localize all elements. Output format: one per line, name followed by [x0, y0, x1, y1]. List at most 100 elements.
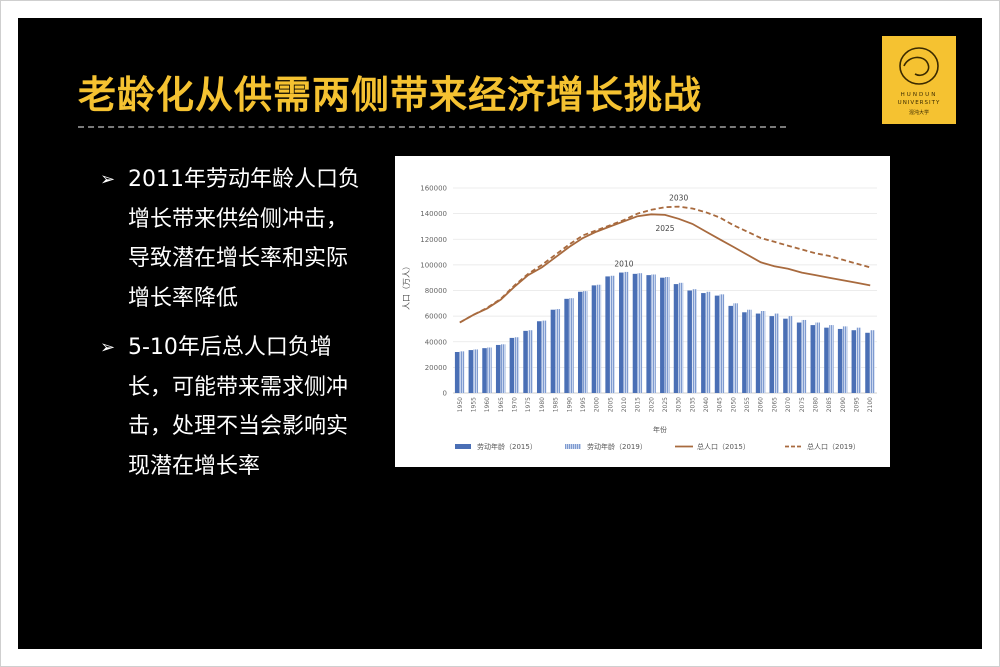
- bar-labor-2019: [665, 277, 670, 393]
- bar-labor-2015: [742, 312, 747, 393]
- line-total-2019: [459, 205, 871, 324]
- bar-labor-2015: [646, 275, 651, 393]
- circle-swirl-logo-icon: [899, 47, 939, 85]
- slide-title: 老龄化从供需两侧带来经济增长挑战: [78, 73, 703, 117]
- x-tick-label: 2000: [594, 397, 601, 412]
- x-tick-label: 1980: [539, 397, 546, 412]
- bullet-arrow-icon: ➢: [100, 337, 116, 358]
- x-tick-label: 2040: [703, 397, 710, 412]
- bar-labor-2019: [706, 291, 711, 393]
- y-tick-label: 160000: [420, 185, 447, 193]
- bar-labor-2015: [755, 313, 761, 393]
- x-tick-label: 2080: [812, 397, 819, 412]
- bar-labor-2019: [760, 311, 766, 393]
- bar-labor-2019: [500, 344, 506, 393]
- y-tick-label: 0: [443, 390, 447, 398]
- annotation-2030: 2030: [669, 194, 688, 203]
- bullet-list: ➢ 2011年劳动年龄人口负增长带来供给侧冲击，导致潜在增长率和实际增长率降低 …: [100, 160, 390, 496]
- chart-bars: [454, 271, 875, 393]
- y-tick-label: 120000: [420, 236, 447, 244]
- x-axis-label: 年份: [653, 425, 667, 434]
- bar-labor-2015: [619, 272, 624, 393]
- x-tick-label: 1970: [512, 397, 519, 412]
- y-tick-label: 40000: [425, 338, 447, 346]
- bar-labor-2019: [747, 309, 752, 393]
- bar-labor-2019: [541, 320, 547, 393]
- y-tick-label: 20000: [425, 364, 447, 372]
- x-tick-label: 2050: [730, 397, 737, 412]
- y-tick-label: 80000: [425, 287, 447, 295]
- population-chart-panel: 0 20000 40000 60000 80000 100000 120000 140000 1…: [395, 156, 890, 467]
- x-tick-label: 2060: [758, 397, 765, 412]
- bar-labor-2015: [509, 337, 515, 393]
- bar-labor-2015: [605, 276, 610, 393]
- x-tick-label: 2070: [785, 397, 792, 412]
- bar-labor-2019: [829, 325, 834, 393]
- bar-labor-2015: [687, 290, 692, 393]
- y-axis-ticks: 0 20000 40000 60000 80000 100000 120000 140000 1…: [420, 185, 447, 398]
- bar-labor-2015: [810, 325, 816, 393]
- bar-labor-2015: [728, 305, 733, 393]
- hundun-logo: HUNDUN UNIVERSITY 混沌大学: [882, 36, 956, 124]
- bar-labor-2015: [632, 273, 638, 393]
- x-tick-label: 2055: [744, 397, 751, 412]
- chart-annotations: 2030 2025 2010: [614, 194, 688, 269]
- bar-labor-2015: [796, 322, 802, 393]
- bullet-item: ➢ 5-10年后总人口负增长，可能带来需求侧冲击，处理不当会影响实现潜在增长率: [100, 328, 390, 486]
- bar-labor-2015: [714, 295, 720, 393]
- bar-labor-2019: [733, 303, 738, 393]
- bar-labor-2015: [523, 330, 528, 393]
- bar-labor-2015: [660, 277, 665, 393]
- bar-labor-2015: [769, 316, 775, 393]
- bar-labor-2015: [495, 344, 501, 393]
- y-axis-label: 人口（万人）: [402, 262, 411, 310]
- bar-labor-2019: [788, 316, 793, 393]
- bar-labor-2019: [774, 313, 779, 393]
- x-tick-label: 2065: [771, 397, 778, 412]
- bullet-text: 5-10年后总人口负增长，可能带来需求侧冲击，处理不当会影响实现潜在增长率: [128, 335, 349, 479]
- y-tick-label: 100000: [420, 261, 447, 269]
- x-tick-label: 1985: [553, 397, 560, 412]
- x-tick-label: 2100: [867, 397, 874, 412]
- x-tick-label: 1950: [457, 397, 464, 412]
- x-tick-label: 2095: [853, 397, 860, 412]
- population-chart: 0 20000 40000 60000 80000 100000 120000 140000 1…: [402, 185, 877, 451]
- line-total-2015: [459, 213, 871, 324]
- legend-label: 总人口（2019）: [807, 442, 860, 451]
- x-tick-label: 2025: [662, 397, 669, 412]
- legend-label: 劳动年龄（2015）: [477, 442, 537, 451]
- bar-labor-2019: [610, 275, 615, 393]
- x-tick-label: 2005: [607, 397, 614, 412]
- bar-labor-2015: [865, 332, 870, 393]
- bar-labor-2019: [596, 284, 602, 393]
- bar-labor-2019: [815, 322, 820, 393]
- bar-labor-2015: [564, 298, 569, 393]
- bar-labor-2019: [801, 319, 807, 393]
- bar-labor-2015: [468, 350, 474, 393]
- bar-labor-2019: [473, 349, 479, 393]
- chart-legend: 劳动年龄（2015） 劳动年龄（2019） 总人口（2015） 总人口（2019）: [455, 442, 860, 451]
- bar-labor-2019: [719, 294, 725, 393]
- chart-lines: [459, 205, 871, 324]
- x-tick-label: 2075: [799, 397, 806, 412]
- bullet-arrow-icon: ➢: [100, 169, 116, 190]
- annotation-2010: 2010: [614, 260, 633, 269]
- bar-labor-2019: [514, 337, 520, 393]
- bar-labor-2015: [837, 328, 843, 393]
- bar-labor-2015: [454, 352, 460, 393]
- x-tick-label: 2030: [676, 397, 683, 412]
- annotation-2025: 2025: [655, 224, 674, 233]
- bar-labor-2019: [555, 309, 561, 393]
- legend-swatch: [565, 444, 581, 449]
- bar-labor-2019: [528, 330, 533, 393]
- logo-text-line1: HUNDUN: [900, 92, 938, 98]
- bullet-text: 2011年劳动年龄人口负增长带来供给侧冲击，导致潜在增长率和实际增长率降低: [128, 167, 360, 311]
- bar-labor-2019: [651, 274, 656, 393]
- bar-labor-2015: [673, 284, 679, 393]
- bar-labor-2015: [701, 293, 706, 393]
- x-tick-label: 1975: [525, 397, 532, 412]
- bar-labor-2015: [482, 348, 487, 393]
- x-tick-label: 2020: [648, 397, 655, 412]
- bar-labor-2015: [783, 318, 788, 393]
- legend-label: 总人口（2015）: [697, 442, 750, 451]
